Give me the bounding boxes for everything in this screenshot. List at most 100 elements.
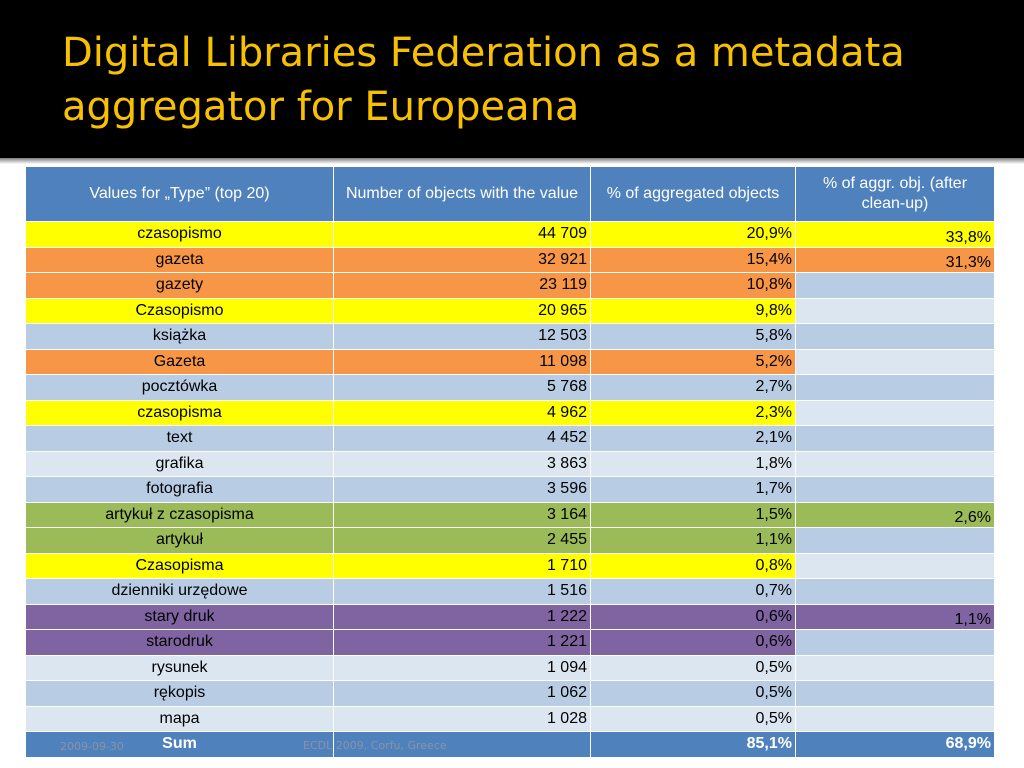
cleanup-percent-cell	[795, 578, 995, 605]
aggregated-percent-cell: 1,8%	[590, 450, 796, 477]
cleanup-percent-cell	[795, 476, 995, 503]
cleanup-percent-cell	[795, 323, 995, 350]
sum-label: Sum	[25, 731, 334, 758]
sum-row: Sum 85,1% 68,9%	[25, 731, 995, 758]
table-row: gazeta 32 921 15,4% 31,3%	[25, 246, 995, 273]
type-value-cell: czasopisma	[25, 399, 334, 426]
cleanup-percent-cell: 2,6%	[795, 501, 995, 528]
aggregated-percent-cell: 10,8%	[590, 272, 796, 299]
aggregated-percent-cell: 0,5%	[590, 705, 796, 732]
aggregated-percent-cell: 1,1%	[590, 527, 796, 554]
type-value-cell: fotografia	[25, 476, 334, 503]
cleanup-percent-cell	[795, 450, 995, 477]
table-row: rysunek 1 094 0,5%	[25, 654, 995, 681]
header-aggregated-percent: % of aggregated objects	[590, 166, 796, 222]
aggregated-percent-cell: 0,6%	[590, 629, 796, 656]
slide-title: Digital Libraries Federation as a metada…	[62, 30, 905, 130]
object-count-cell: 44 709	[333, 221, 591, 248]
type-value-cell: Gazeta	[25, 348, 334, 375]
aggregated-percent-cell: 0,8%	[590, 552, 796, 579]
table-row: artykuł 2 455 1,1%	[25, 527, 995, 554]
title-shadow	[0, 158, 1024, 164]
cleanup-percent-cell	[795, 654, 995, 681]
object-count-cell: 1 516	[333, 578, 591, 605]
header-type-values: Values for „Type” (top 20)	[25, 166, 334, 222]
title-band: Digital Libraries Federation as a metada…	[0, 0, 1024, 158]
type-value-cell: pocztówka	[25, 374, 334, 401]
cleanup-percent-cell: 31,3%	[795, 246, 995, 273]
type-values-table: Values for „Type” (top 20) Number of obj…	[25, 166, 995, 758]
table-row: artykuł z czasopisma 3 164 1,5% 2,6%	[25, 501, 995, 528]
cleanup-percent-cell	[795, 552, 995, 579]
table-row: Czasopisma 1 710 0,8%	[25, 552, 995, 579]
cleanup-percent-cell	[795, 425, 995, 452]
cleanup-percent-cell	[795, 629, 995, 656]
type-value-cell: starodruk	[25, 629, 334, 656]
cleanup-percent-cell	[795, 399, 995, 426]
table-row: starodruk 1 221 0,6%	[25, 629, 995, 656]
object-count-cell: 1 222	[333, 603, 591, 630]
table-body: czasopismo 44 709 20,9% 33,8% gazeta 32 921 15…	[25, 221, 995, 758]
aggregated-percent-cell: 0,6%	[590, 603, 796, 630]
table-row: książka 12 503 5,8%	[25, 323, 995, 350]
cleanup-percent-cell	[795, 680, 995, 707]
object-count-cell: 3 863	[333, 450, 591, 477]
aggregated-percent-cell: 2,3%	[590, 399, 796, 426]
sum-cleanup-percent: 68,9%	[795, 731, 995, 758]
object-count-cell: 4 452	[333, 425, 591, 452]
cleanup-percent-cell	[795, 374, 995, 401]
cleanup-percent-cell	[795, 348, 995, 375]
aggregated-percent-cell: 2,1%	[590, 425, 796, 452]
cleanup-percent-cell: 33,8%	[795, 221, 995, 248]
object-count-cell: 1 710	[333, 552, 591, 579]
header-object-count: Number of objects with the value	[333, 166, 591, 222]
type-value-cell: dzienniki urzędowe	[25, 578, 334, 605]
object-count-cell: 1 028	[333, 705, 591, 732]
aggregated-percent-cell: 5,8%	[590, 323, 796, 350]
object-count-cell: 12 503	[333, 323, 591, 350]
cleanup-percent-cell	[795, 705, 995, 732]
table-row: rękopis 1 062 0,5%	[25, 680, 995, 707]
object-count-cell: 2 455	[333, 527, 591, 554]
aggregated-percent-cell: 9,8%	[590, 297, 796, 324]
sum-aggregated-percent: 85,1%	[590, 731, 796, 758]
table-row: dzienniki urzędowe 1 516 0,7%	[25, 578, 995, 605]
object-count-cell: 5 768	[333, 374, 591, 401]
object-count-cell: 11 098	[333, 348, 591, 375]
type-value-cell: gazety	[25, 272, 334, 299]
cleanup-percent-cell	[795, 527, 995, 554]
cleanup-percent-cell: 1,1%	[795, 603, 995, 630]
type-value-cell: rysunek	[25, 654, 334, 681]
object-count-cell: 1 062	[333, 680, 591, 707]
table-row: text 4 452 2,1%	[25, 425, 995, 452]
aggregated-percent-cell: 0,7%	[590, 578, 796, 605]
object-count-cell: 23 119	[333, 272, 591, 299]
table-row: stary druk 1 222 0,6% 1,1%	[25, 603, 995, 630]
footer-date: 2009-09-30	[60, 740, 124, 753]
table-header-row: Values for „Type” (top 20) Number of obj…	[25, 166, 995, 222]
aggregated-percent-cell: 5,2%	[590, 348, 796, 375]
object-count-cell: 20 965	[333, 297, 591, 324]
aggregated-percent-cell: 0,5%	[590, 680, 796, 707]
object-count-cell: 3 596	[333, 476, 591, 503]
type-value-cell: Czasopisma	[25, 552, 334, 579]
aggregated-percent-cell: 15,4%	[590, 246, 796, 273]
aggregated-percent-cell: 1,7%	[590, 476, 796, 503]
object-count-cell: 1 221	[333, 629, 591, 656]
type-value-cell: grafika	[25, 450, 334, 477]
table-row: grafika 3 863 1,8%	[25, 450, 995, 477]
table-row: Gazeta 11 098 5,2%	[25, 348, 995, 375]
type-value-cell: książka	[25, 323, 334, 350]
type-value-cell: Czasopismo	[25, 297, 334, 324]
table-row: czasopisma 4 962 2,3%	[25, 399, 995, 426]
type-value-cell: mapa	[25, 705, 334, 732]
type-value-cell: czasopismo	[25, 221, 334, 248]
table-row: pocztówka 5 768 2,7%	[25, 374, 995, 401]
table-row: mapa 1 028 0,5%	[25, 705, 995, 732]
type-value-cell: text	[25, 425, 334, 452]
table-row: fotografia 3 596 1,7%	[25, 476, 995, 503]
cleanup-percent-cell	[795, 297, 995, 324]
type-value-cell: artykuł z czasopisma	[25, 501, 334, 528]
aggregated-percent-cell: 2,7%	[590, 374, 796, 401]
table-row: czasopismo 44 709 20,9% 33,8%	[25, 221, 995, 248]
